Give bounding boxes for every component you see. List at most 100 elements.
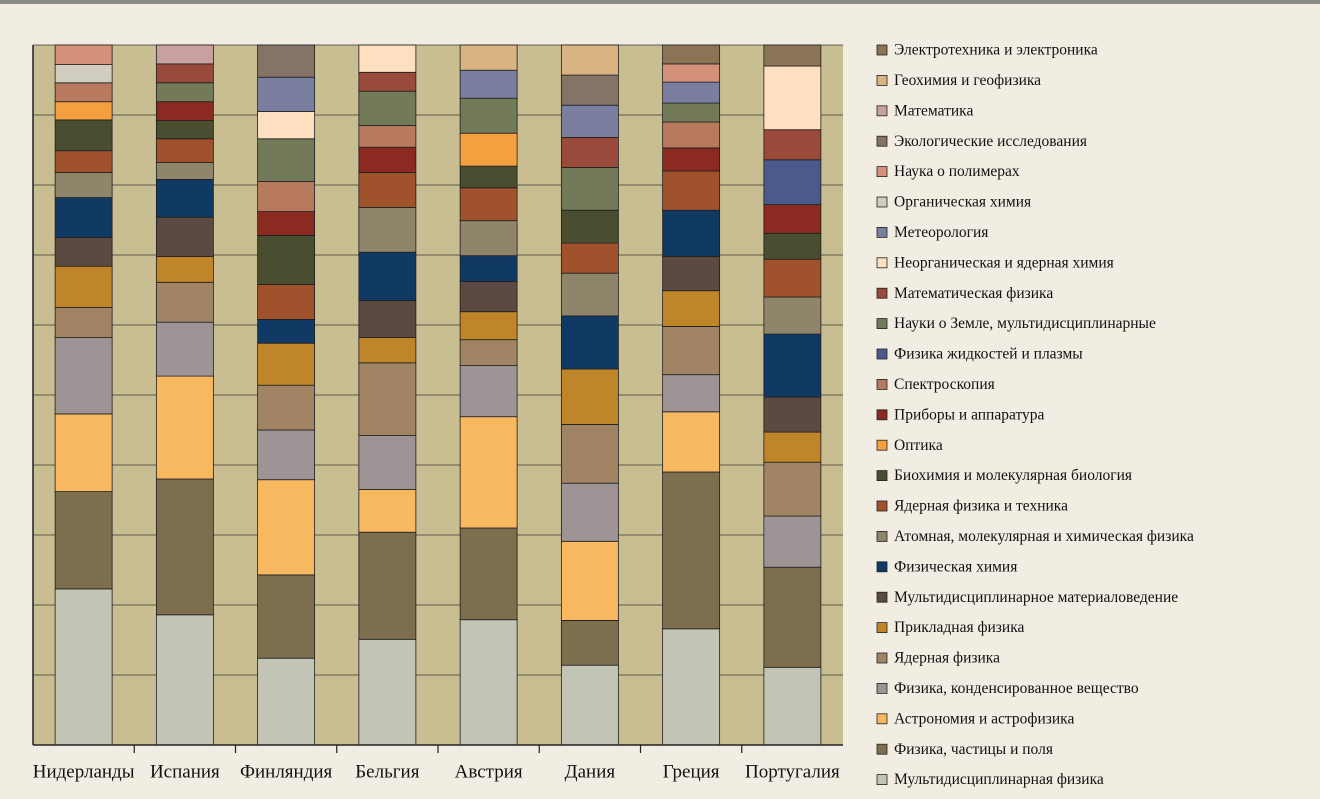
bar-segment [358,251,417,301]
bar-segment [257,76,316,112]
x-tick-label: Бельгия [355,761,419,782]
bar-segment [358,206,417,253]
x-tick-label: Финляндия [240,761,333,782]
bar-segment [257,234,316,285]
bar-segment [54,307,113,339]
bar-segment [560,272,619,317]
legend-label: Неорганическая и ядерная химия [894,254,1114,271]
bar-segment [155,216,214,257]
bar-segment [155,82,214,103]
bar-segment [155,138,214,164]
legend-label: Мультидисциплинарное материаловедение [894,589,1178,606]
bar-segment [155,321,214,377]
legend-label: Электротехника и электроника [894,42,1098,59]
bar-segment [560,74,619,106]
legend-swatch [876,196,888,208]
legend-swatch [876,561,888,573]
bar-segment [54,82,113,103]
bar-segment [358,300,417,338]
legend-swatch [876,439,888,451]
bar-segment [257,181,316,213]
bar-segment [662,411,721,473]
bar-segment [662,121,721,149]
bar-segment [763,65,822,131]
legend-label: Науки о Земле, мультидисциплинарные [894,315,1156,332]
legend-label: Ядерная физика и техника [894,498,1068,515]
legend-label: Метеорология [894,224,988,241]
legend-swatch [876,348,888,360]
bar-segment [560,664,619,746]
bar-segment [763,333,822,398]
bar-segment [54,197,113,238]
bar-segment [560,104,619,138]
bar-segment [560,167,619,211]
bar-segment [358,146,417,173]
bar-segment [257,44,316,78]
bar-segment [459,365,518,418]
bar-segment [257,318,316,344]
legend-swatch [876,166,888,178]
legend-swatch [876,683,888,694]
bar-segment [459,132,518,167]
bar-segment [358,171,417,208]
bar-segment [662,102,721,123]
bar-segment [662,325,721,376]
bar-segment [257,429,316,481]
bar-segment [560,620,619,666]
bar-segment [155,375,214,480]
bar-segment [257,574,316,659]
bar-segment [560,423,619,484]
legend-label: Геохимия и геофизика [894,72,1041,89]
bar-segment [662,44,721,65]
bar-segment [459,281,518,313]
bar-segment [459,69,518,99]
bar-segment [54,101,113,121]
legend-swatch [876,531,888,542]
legend-swatch [876,622,888,633]
bar-segment [358,71,417,92]
bar-segment [459,44,518,71]
bar-segment [155,178,214,218]
bar-segment [459,527,518,621]
bar-segment [257,384,316,431]
legend-label: Биохимия и молекулярная биология [894,467,1132,484]
bar-segment [257,138,316,182]
legend-swatch [876,713,888,725]
legend-swatch [876,378,888,390]
bar-segment [459,255,518,282]
bar-segment [662,471,721,630]
bar-segment [560,482,619,542]
legend-swatch [876,470,888,482]
legend-swatch [876,774,888,785]
bar-segment [155,120,214,140]
legend-label: Астрономия и астрофизика [894,710,1074,727]
bar-segment [54,119,113,152]
legend-label: Наука о полимерах [894,163,1020,180]
x-tick-label: Дания [565,761,616,782]
legend-swatch [876,500,888,512]
bar-segment [560,136,619,168]
bar-segment [763,666,822,746]
bar-segment [257,479,316,576]
bar-segment [459,187,518,222]
bar-segment [459,220,518,257]
x-tick-label: Испания [150,761,220,782]
bar-segment [763,232,822,260]
bar-segment [54,171,113,198]
x-tick-label: Нидерланды [33,761,135,782]
bar-segment [763,296,822,335]
legend-label: Ядерная физика [894,650,1000,667]
legend-swatch [876,257,888,269]
bar-segment [257,657,316,746]
bar-segment [54,237,113,267]
legend-label: Органическая химия [894,194,1031,211]
bar-segment [763,44,822,67]
legend-label: Прикладная физика [894,619,1025,636]
legend-label: Физическая химия [894,558,1017,575]
bar-segment [459,619,518,746]
legend-swatch [876,135,888,147]
legend-swatch [876,75,888,86]
bar-segment [560,209,619,244]
bar-segment [54,44,113,66]
bar-segment [763,566,822,668]
